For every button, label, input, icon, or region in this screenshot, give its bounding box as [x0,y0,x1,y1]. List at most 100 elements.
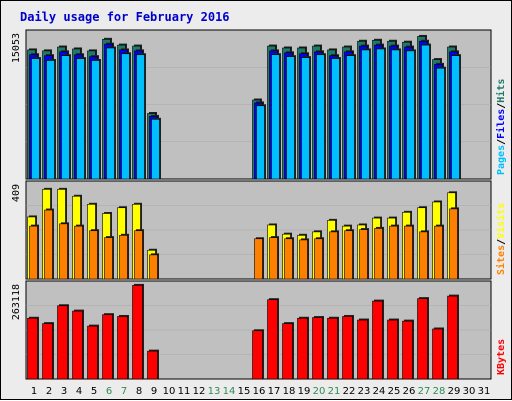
kbytes-bar-23 [357,319,368,380]
pages-bar-3 [61,55,70,180]
kbytes-bar-25 [387,319,398,380]
day-label-23: 23 [358,386,371,397]
sites-bar-26 [404,225,413,280]
panel-visits_sites: 409 Sites/Visits [11,180,507,280]
pages-bar-17 [271,54,280,180]
sites-bar-16 [254,238,263,280]
kbytes-bar-9 [147,350,158,380]
kbytes-bar-17 [267,299,278,380]
kbytes-bar-21 [327,317,338,380]
pages-bar-16 [256,105,265,180]
pages-bar-4 [76,58,85,180]
day-label-5: 5 [91,386,97,397]
sites-bar-17 [269,237,278,280]
day-label-16: 16 [253,386,266,397]
day-label-28: 28 [433,386,446,397]
sites-bar-1 [29,225,38,280]
day-label-12: 12 [193,386,206,397]
pages-bar-28 [436,67,445,180]
sites-bar-18 [284,238,293,280]
sites-bar-25 [389,225,398,280]
kbytes-bar-8 [132,285,143,380]
pages-bar-26 [406,50,415,180]
pages-bar-27 [421,44,430,180]
pages-bar-1 [31,58,40,180]
sites-bar-3 [59,223,68,280]
sites-bar-2 [44,209,53,280]
day-axis-labels: 1 2 3 4 5 6 7 8 9 10 11 12 13 14 15 16 17 18 19 20 21 22 23 24 2… [31,386,491,397]
day-label-11: 11 [178,386,191,397]
kbytes-bar-2 [42,323,53,380]
panel-legend: Sites/Visits [495,203,507,275]
legend-entry: Pages [496,145,507,175]
sites-bar-19 [299,239,308,280]
legend-entry: / [496,103,507,109]
pages-bar-22 [346,55,355,180]
kbytes-bar-20 [312,317,323,380]
pages-bar-7 [121,53,130,180]
chart-panels: 15053Pages/Files/Hits409Sites/Visits2631… [11,29,507,380]
day-label-19: 19 [298,386,311,397]
day-label-24: 24 [373,386,386,397]
sites-bar-8 [134,230,143,280]
day-label-10: 10 [163,386,176,397]
kbytes-bar-24 [372,300,383,380]
legend-entry: KBytes [496,339,507,375]
sites-bar-23 [359,229,368,280]
day-label-22: 22 [343,386,356,397]
day-label-18: 18 [283,386,296,397]
sites-bar-20 [314,238,323,280]
legend-entry: / [496,239,507,245]
day-label-25: 25 [388,386,401,397]
day-label-9: 9 [151,386,157,397]
pages-bar-8 [136,54,145,180]
pages-bar-25 [391,49,400,180]
panel-max-label: 409 [11,184,22,202]
day-label-21: 21 [328,386,341,397]
day-label-29: 29 [448,386,461,397]
sites-bar-21 [329,231,338,280]
sites-bar-9 [149,254,158,280]
day-label-20: 20 [313,386,326,397]
kbytes-bar-29 [447,295,458,380]
panel-max-label: 15053 [11,33,22,63]
sites-bar-6 [104,237,113,280]
sites-bar-7 [119,235,128,280]
panel-legend: Pages/Files/Hits [495,79,507,175]
sites-bar-22 [344,230,353,280]
sites-bar-24 [374,228,383,280]
chart-title: Daily usage for February 2016 [20,10,230,24]
legend-entry: Visits [495,203,507,239]
kbytes-bar-22 [342,316,353,380]
pages-bar-23 [361,49,370,180]
pages-bar-24 [376,48,385,180]
kbytes-bar-4 [72,310,83,380]
pages-bar-21 [331,58,340,180]
legend-entry: Files [495,109,507,139]
pages-bar-9 [151,118,160,180]
day-label-2: 2 [46,386,52,397]
sites-bar-29 [449,208,458,280]
day-label-8: 8 [136,386,142,397]
panel-legend: KBytes [496,339,507,375]
pages-bar-20 [316,54,325,180]
day-label-31: 31 [478,386,491,397]
kbytes-bar-16 [252,330,263,380]
day-label-17: 17 [268,386,281,397]
day-label-4: 4 [76,386,82,397]
pages-bar-19 [301,57,310,180]
sites-bar-4 [74,225,83,280]
kbytes-bar-1 [27,317,38,380]
pages-bar-6 [106,47,115,180]
day-label-1: 1 [31,386,37,397]
pages-bar-2 [46,60,55,180]
panel-max-label: 263118 [11,284,22,320]
day-label-7: 7 [121,386,127,397]
kbytes-bar-28 [432,328,443,380]
kbytes-bar-5 [87,325,98,380]
kbytes-bar-3 [57,305,68,380]
kbytes-bar-26 [402,320,413,380]
day-label-3: 3 [61,386,67,397]
